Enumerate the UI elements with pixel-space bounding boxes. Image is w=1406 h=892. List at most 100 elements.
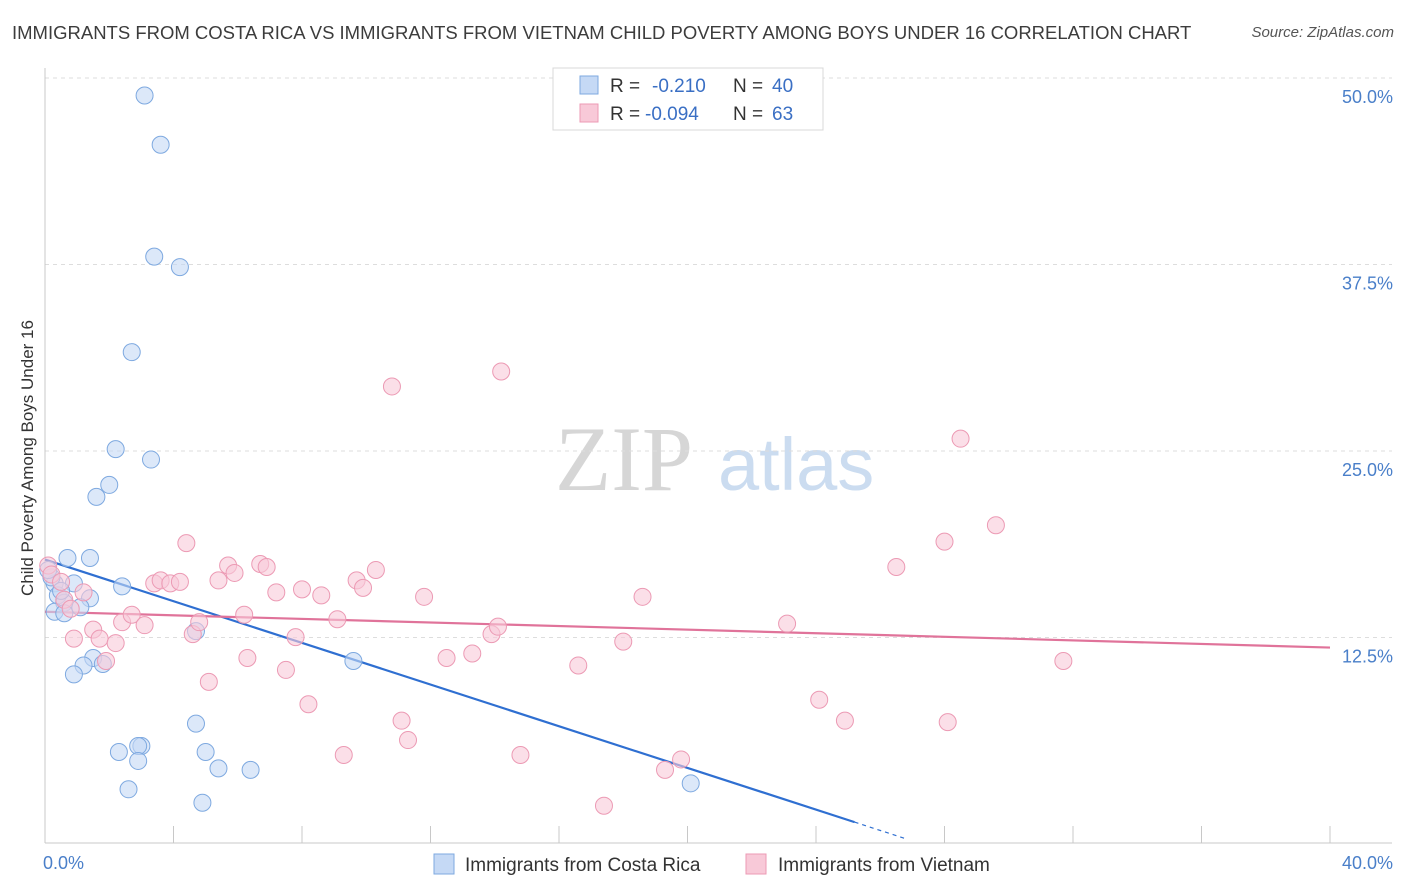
point-blue-34 (119, 780, 138, 799)
point-pink-38 (354, 578, 373, 597)
chart-title: IMMIGRANTS FROM COSTA RICA VS IMMIGRANTS… (12, 22, 1192, 43)
point-pink-53 (633, 587, 652, 606)
point-blue-26 (186, 714, 205, 733)
axes (44, 68, 1392, 844)
legend-n-value-vietnam: 63 (772, 104, 793, 125)
y-tick-label-3: 50.0% (1342, 87, 1393, 107)
point-blue-8 (87, 487, 106, 506)
series-legend-label-vietnam: Immigrants from Vietnam (778, 855, 990, 876)
legend-swatch-vietnam (579, 103, 599, 123)
legend-n-label-costa-rica: N = (733, 76, 763, 97)
point-pink-52 (614, 632, 633, 651)
point-blue-35 (193, 793, 212, 812)
point-blue-31 (129, 751, 148, 770)
point-pink-21 (199, 672, 218, 691)
point-blue-33 (241, 760, 260, 779)
point-pink-9 (97, 651, 116, 670)
point-blue-0 (135, 86, 154, 105)
x-tick-label-0: 0.0% (43, 853, 84, 873)
point-pink-42 (399, 731, 418, 750)
point-pink-28 (257, 557, 276, 576)
legend-n-value-costa-rica: 40 (772, 76, 793, 97)
point-blue-1 (151, 135, 170, 154)
point-pink-34 (312, 586, 331, 605)
point-pink-51 (594, 796, 613, 815)
point-pink-5 (64, 629, 83, 648)
legend-swatch-costa-rica (579, 75, 599, 95)
point-pink-12 (122, 605, 141, 624)
point-pink-8 (90, 629, 109, 648)
point-pink-58 (835, 711, 854, 730)
point-pink-45 (463, 644, 482, 663)
point-blue-30 (196, 742, 215, 761)
watermark-zip: ZIP (555, 408, 693, 510)
y-tick-label-0: 12.5% (1342, 647, 1393, 667)
grid (45, 77, 1392, 638)
point-blue-4 (122, 343, 141, 362)
point-pink-26 (238, 648, 257, 667)
y-tick-label-2: 37.5% (1342, 274, 1393, 294)
point-pink-64 (1054, 651, 1073, 670)
point-pink-33 (299, 695, 318, 714)
stats-legend: R = -0.210 N = 40 R = -0.094 N = 63 (552, 67, 824, 131)
chart-source: Source: ZipAtlas.com (1251, 24, 1394, 41)
point-pink-2 (52, 572, 71, 591)
point-blue-2 (145, 247, 164, 266)
trend-lines (44, 558, 1331, 840)
point-blue-13 (113, 577, 132, 596)
point-pink-32 (293, 580, 311, 599)
point-blue-10 (80, 549, 99, 568)
point-pink-48 (492, 362, 511, 381)
point-blue-5 (106, 440, 125, 459)
point-pink-4 (61, 599, 80, 618)
point-pink-61 (938, 713, 957, 732)
point-pink-57 (810, 690, 829, 709)
point-pink-6 (74, 583, 93, 602)
point-blue-36 (681, 774, 700, 793)
series-legend-swatch-costa-rica (433, 853, 455, 875)
point-blue-7 (100, 475, 119, 494)
point-pink-56 (778, 614, 797, 633)
point-pink-35 (328, 610, 347, 629)
point-blue-3 (170, 258, 189, 277)
point-pink-39 (366, 560, 385, 579)
series-legend-swatch-vietnam (745, 853, 767, 875)
x-tick-label-1: 40.0% (1342, 853, 1393, 873)
point-pink-59 (887, 557, 906, 576)
point-pink-49 (511, 745, 530, 764)
point-blue-9 (58, 549, 77, 568)
point-pink-44 (437, 648, 456, 667)
point-blue-29 (109, 742, 128, 761)
trend-line-extension-blue (854, 821, 907, 840)
point-pink-13 (135, 616, 154, 635)
point-blue-32 (209, 759, 228, 778)
series-legend: Immigrants from Costa Rica Immigrants fr… (433, 853, 990, 876)
trend-line-pink (44, 610, 1331, 649)
point-pink-22 (209, 571, 228, 590)
legend-n-label-vietnam: N = (733, 104, 763, 125)
point-pink-29 (267, 583, 286, 602)
legend-r-label-vietnam: R = (610, 104, 640, 125)
point-pink-17 (170, 572, 189, 591)
point-blue-24 (64, 665, 83, 684)
trend-line-blue (44, 558, 855, 824)
point-pink-20 (190, 613, 209, 632)
point-pink-60 (935, 532, 954, 551)
point-pink-43 (415, 587, 434, 606)
point-pink-10 (106, 634, 125, 653)
point-pink-25 (235, 605, 254, 624)
data-points (39, 86, 1073, 815)
point-pink-40 (382, 377, 401, 396)
y-axis-label: Child Poverty Among Boys Under 16 (18, 320, 37, 596)
point-pink-50 (569, 656, 588, 675)
point-pink-31 (286, 628, 305, 647)
point-pink-36 (334, 745, 353, 764)
point-blue-25 (344, 651, 363, 670)
point-pink-18 (177, 534, 196, 553)
series-legend-label-costa-rica: Immigrants from Costa Rica (465, 855, 701, 876)
legend-r-value-costa-rica: -0.210 (652, 76, 706, 97)
point-pink-30 (276, 660, 295, 679)
point-pink-24 (225, 563, 244, 582)
point-pink-63 (986, 516, 1005, 535)
